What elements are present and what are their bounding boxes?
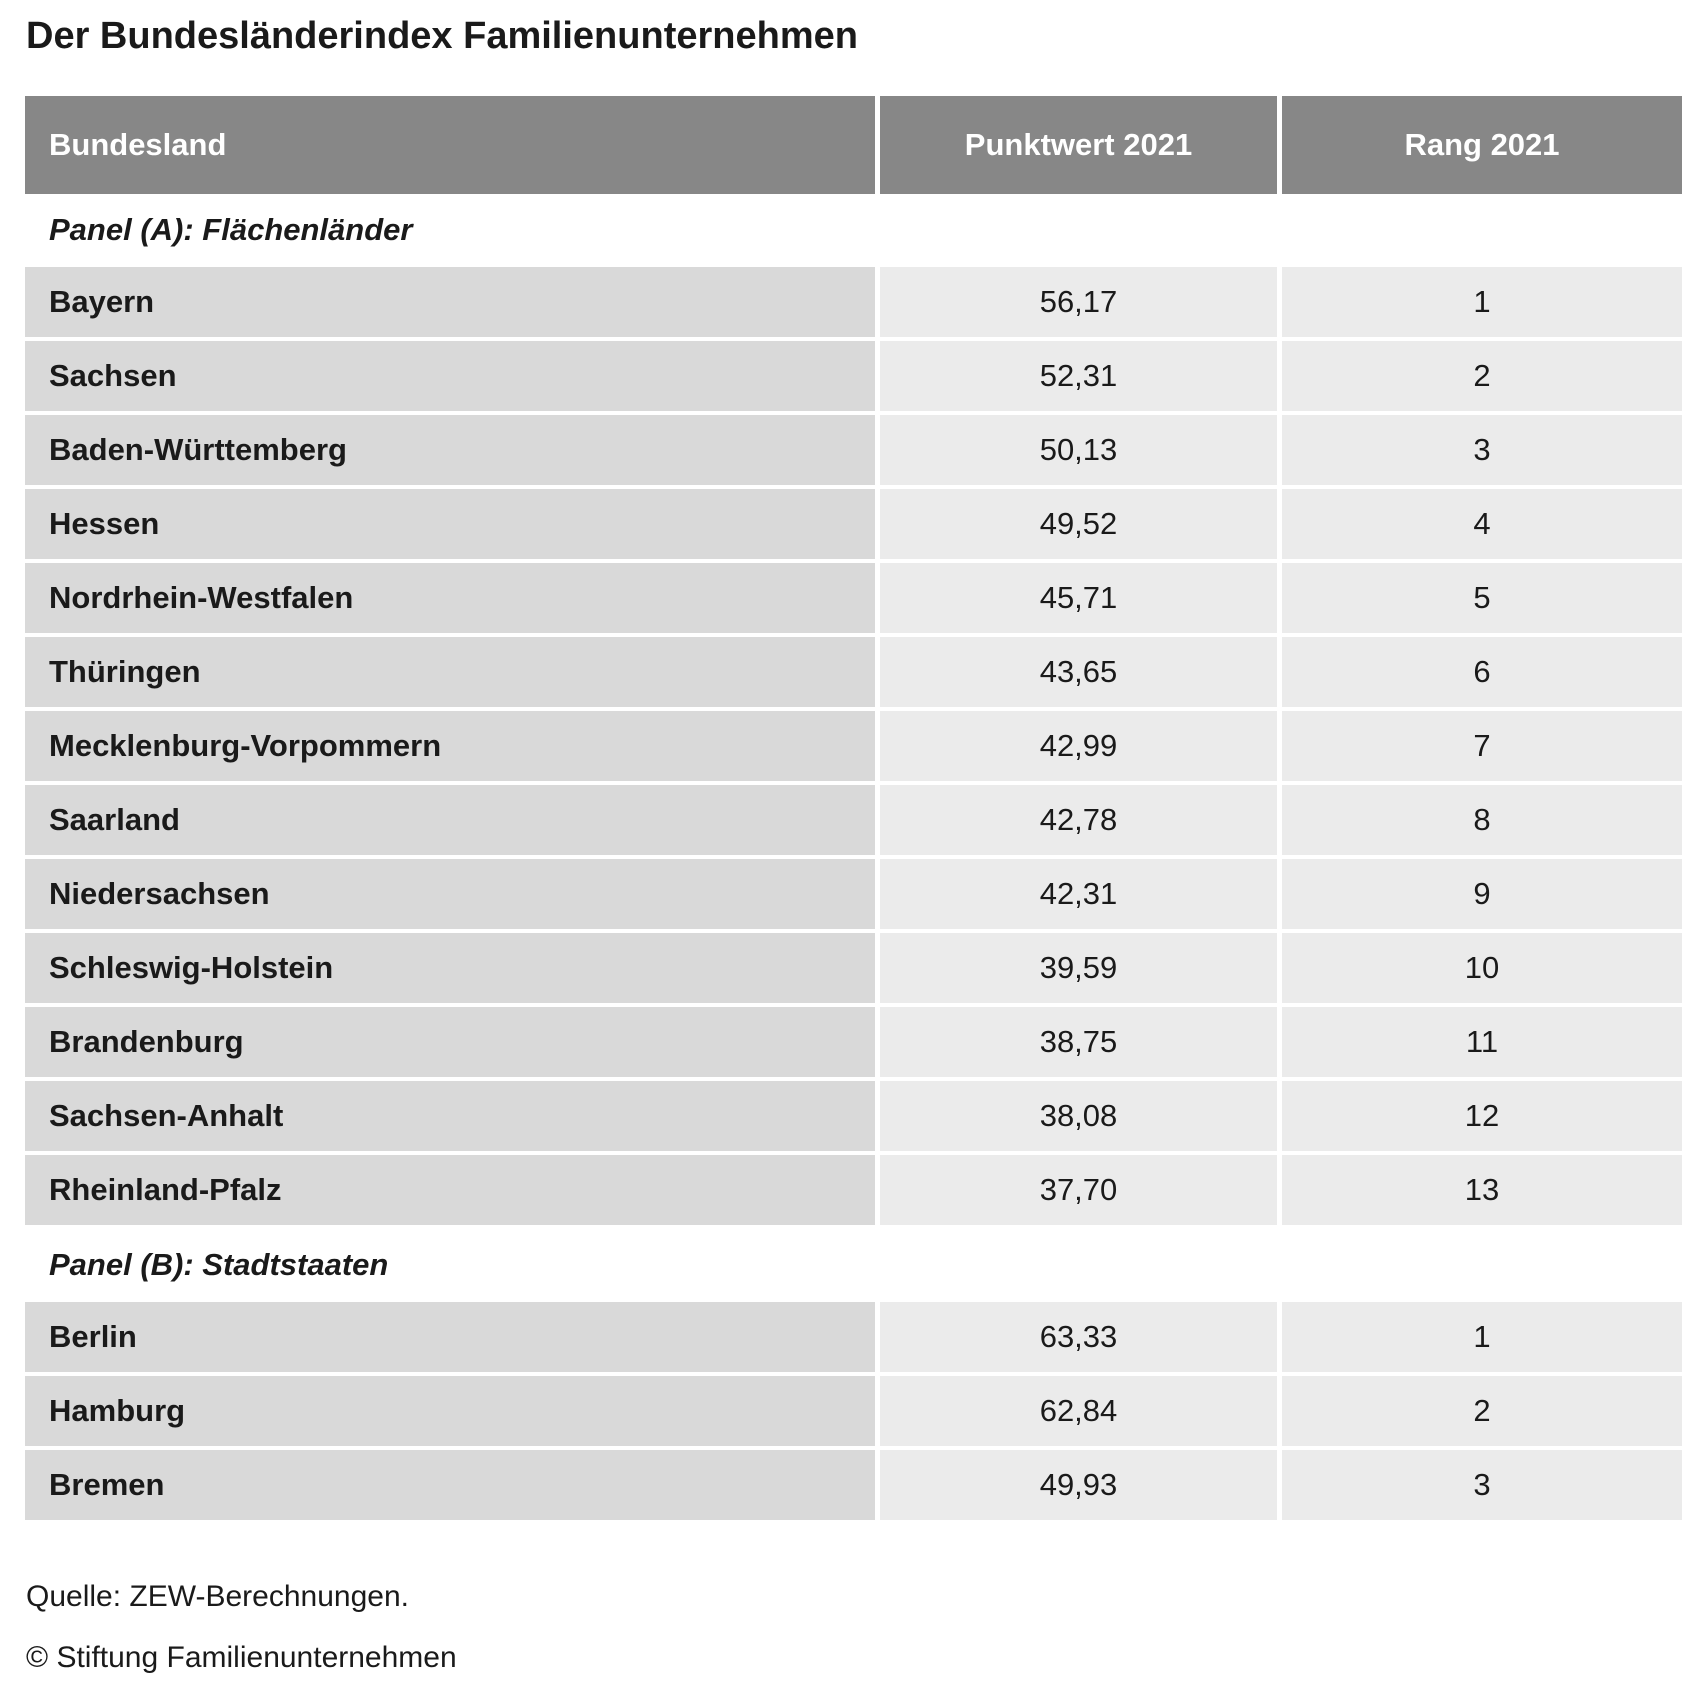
state-cell: Berlin <box>25 1302 875 1372</box>
score-cell: 62,84 <box>880 1376 1277 1446</box>
panel-label: Panel (A): Flächenländer <box>49 212 413 247</box>
state-cell: Hessen <box>25 489 875 559</box>
score-cell: 39,59 <box>880 933 1277 1003</box>
rank-cell: 8 <box>1282 785 1682 855</box>
score-cell: 45,71 <box>880 563 1277 633</box>
state-cell: Sachsen-Anhalt <box>25 1081 875 1151</box>
state-cell: Sachsen <box>25 341 875 411</box>
rank-cell: 2 <box>1282 341 1682 411</box>
rank-cell: 11 <box>1282 1007 1682 1077</box>
state-cell: Thüringen <box>25 637 875 707</box>
score-cell: 42,31 <box>880 859 1277 929</box>
column-header: Rang 2021 <box>1282 96 1682 194</box>
state-cell: Schleswig-Holstein <box>25 933 875 1003</box>
score-cell: 49,52 <box>880 489 1277 559</box>
score-cell: 37,70 <box>880 1155 1277 1225</box>
state-cell: Bremen <box>25 1450 875 1520</box>
score-cell: 43,65 <box>880 637 1277 707</box>
score-cell: 52,31 <box>880 341 1277 411</box>
rank-cell: 6 <box>1282 637 1682 707</box>
state-cell: Rheinland-Pfalz <box>25 1155 875 1225</box>
column-header: Bundesland <box>25 96 875 194</box>
rank-cell: 2 <box>1282 1376 1682 1446</box>
panel-label: Panel (B): Stadtstaaten <box>49 1247 389 1282</box>
copyright: © Stiftung Familienunternehmen <box>26 1641 457 1674</box>
rank-cell: 10 <box>1282 933 1682 1003</box>
state-cell: Saarland <box>25 785 875 855</box>
rank-cell: 12 <box>1282 1081 1682 1151</box>
rank-cell: 13 <box>1282 1155 1682 1225</box>
score-cell: 42,99 <box>880 711 1277 781</box>
state-cell: Baden-Württemberg <box>25 415 875 485</box>
rank-cell: 3 <box>1282 1450 1682 1520</box>
column-header: Punktwert 2021 <box>880 96 1277 194</box>
score-cell: 42,78 <box>880 785 1277 855</box>
rank-cell: 5 <box>1282 563 1682 633</box>
rank-cell: 1 <box>1282 267 1682 337</box>
rank-cell: 4 <box>1282 489 1682 559</box>
rank-cell: 7 <box>1282 711 1682 781</box>
score-cell: 56,17 <box>880 267 1277 337</box>
rank-cell: 9 <box>1282 859 1682 929</box>
source: Quelle: ZEW-Berechnungen. <box>26 1580 409 1613</box>
state-cell: Mecklenburg-Vorpommern <box>25 711 875 781</box>
rank-cell: 1 <box>1282 1302 1682 1372</box>
title: Der Bundesländerindex Familienunternehme… <box>26 14 858 57</box>
state-cell: Brandenburg <box>25 1007 875 1077</box>
score-cell: 38,08 <box>880 1081 1277 1151</box>
score-cell: 38,75 <box>880 1007 1277 1077</box>
state-cell: Bayern <box>25 267 875 337</box>
score-cell: 63,33 <box>880 1302 1277 1372</box>
state-cell: Niedersachsen <box>25 859 875 929</box>
state-cell: Nordrhein-Westfalen <box>25 563 875 633</box>
state-cell: Hamburg <box>25 1376 875 1446</box>
score-cell: 49,93 <box>880 1450 1277 1520</box>
rank-cell: 3 <box>1282 415 1682 485</box>
score-cell: 50,13 <box>880 415 1277 485</box>
